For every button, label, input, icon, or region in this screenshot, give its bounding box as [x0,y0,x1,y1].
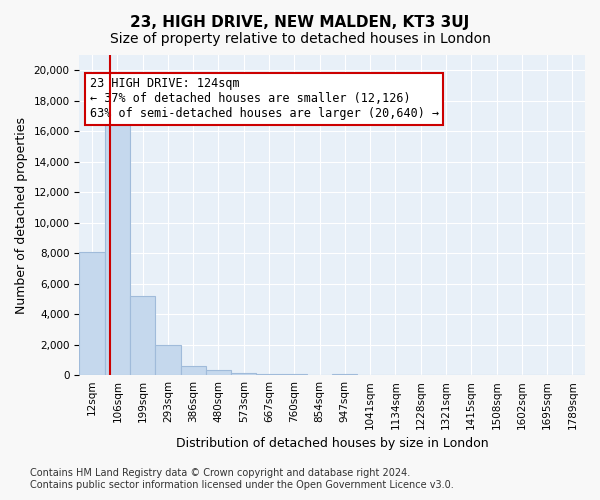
Text: 23, HIGH DRIVE, NEW MALDEN, KT3 3UJ: 23, HIGH DRIVE, NEW MALDEN, KT3 3UJ [130,15,470,30]
Text: 23 HIGH DRIVE: 124sqm
← 37% of detached houses are smaller (12,126)
63% of semi-: 23 HIGH DRIVE: 124sqm ← 37% of detached … [89,78,439,120]
Text: Size of property relative to detached houses in London: Size of property relative to detached ho… [110,32,490,46]
Bar [206,370,231,375]
Bar [155,346,181,375]
Bar [79,252,104,375]
Bar [231,373,256,375]
Text: Contains HM Land Registry data © Crown copyright and database right 2024.
Contai: Contains HM Land Registry data © Crown c… [30,468,454,490]
Bar [130,296,155,375]
Y-axis label: Number of detached properties: Number of detached properties [15,116,28,314]
Bar [332,374,358,375]
X-axis label: Distribution of detached houses by size in London: Distribution of detached houses by size … [176,437,488,450]
Bar [181,366,206,375]
Bar [104,125,130,375]
Bar [256,374,281,375]
Bar [281,374,307,375]
